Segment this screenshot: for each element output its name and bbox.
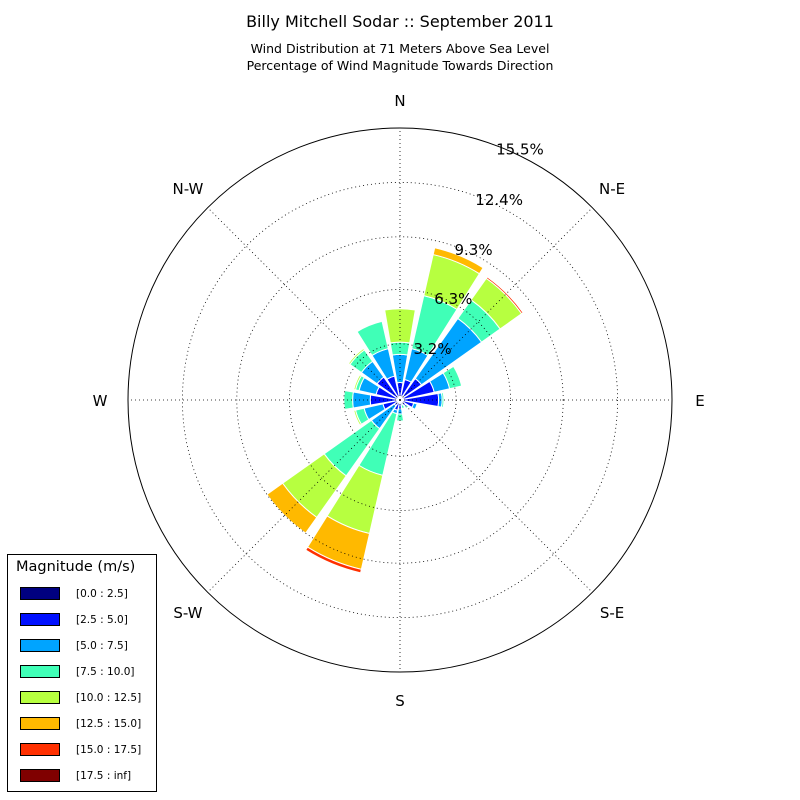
radial-gridline bbox=[181, 181, 619, 619]
sector-3 bbox=[399, 365, 463, 401]
direction-label: N-E bbox=[599, 180, 625, 198]
radial-tick-label: 6.3% bbox=[434, 290, 472, 308]
legend-label: [0.0 : 2.5] bbox=[76, 588, 128, 600]
angular-gridline bbox=[207, 207, 401, 401]
legend-swatch bbox=[20, 639, 60, 652]
legend-label: [5.0 : 7.5] bbox=[76, 640, 128, 652]
legend-swatch bbox=[20, 613, 60, 626]
legend-swatch bbox=[20, 691, 60, 704]
legend-label: [15.0 : 17.5] bbox=[76, 744, 142, 756]
radial-gridline bbox=[236, 236, 564, 564]
chart-subtitle-line-2: Percentage of Wind Magnitude Towards Dir… bbox=[246, 58, 554, 73]
legend-swatch bbox=[20, 717, 60, 730]
bar-segment bbox=[432, 247, 484, 275]
wind-sectors bbox=[266, 247, 524, 574]
direction-label: S-W bbox=[173, 604, 202, 622]
bar-segment bbox=[353, 374, 363, 391]
radial-gridline bbox=[343, 343, 457, 457]
bar-segment bbox=[440, 392, 445, 408]
direction-label: N bbox=[394, 92, 405, 110]
direction-label: S bbox=[395, 692, 405, 710]
bar-segment bbox=[485, 276, 524, 315]
sector-1 bbox=[399, 247, 484, 401]
legend-swatch bbox=[20, 587, 60, 600]
bar-segment bbox=[356, 320, 389, 357]
bar-segment bbox=[384, 308, 416, 344]
chart-subtitle-line-1: Wind Distribution at 71 Meters Above Sea… bbox=[250, 41, 550, 56]
bar-segment bbox=[442, 365, 463, 390]
legend-title: Magnitude (m/s) bbox=[16, 559, 136, 575]
bar-segment bbox=[395, 413, 405, 422]
sector-0 bbox=[384, 308, 416, 401]
legend-label: [10.0 : 12.5] bbox=[76, 692, 142, 704]
sector-15 bbox=[356, 320, 401, 401]
legend-swatch bbox=[20, 665, 60, 678]
sector-4 bbox=[399, 392, 445, 408]
legend-swatch bbox=[20, 743, 60, 756]
legend-label: [17.5 : inf] bbox=[76, 770, 132, 782]
legend-swatch bbox=[20, 769, 60, 782]
radial-tick-label: 9.3% bbox=[455, 241, 493, 259]
angular-gridline bbox=[399, 399, 593, 593]
radial-gridline bbox=[289, 289, 511, 511]
bar-segment bbox=[353, 409, 363, 426]
plot-outer-circle bbox=[127, 127, 673, 673]
legend: Magnitude (m/s) [0.0 : 2.5] [2.5 : 5.0] [5… bbox=[7, 554, 157, 792]
legend-label: [7.5 : 10.0] bbox=[76, 666, 135, 678]
direction-label: E bbox=[695, 392, 704, 410]
legend-label: [2.5 : 5.0] bbox=[76, 614, 128, 626]
direction-label: W bbox=[93, 392, 108, 410]
bar-segment bbox=[404, 404, 410, 410]
radial-tick-label: 15.5% bbox=[496, 141, 544, 159]
radial-tick-label: 3.2% bbox=[414, 340, 452, 358]
sector-9 bbox=[304, 399, 401, 574]
bar-segment bbox=[411, 402, 418, 411]
direction-label: N-W bbox=[172, 180, 203, 198]
legend-label: [12.5 : 15.0] bbox=[76, 718, 142, 730]
direction-label: S-E bbox=[600, 604, 624, 622]
chart-title: Billy Mitchell Sodar :: September 2011 bbox=[246, 12, 554, 31]
bar-segment bbox=[304, 546, 362, 574]
bar-segment bbox=[347, 347, 366, 366]
radial-tick-label: 12.4% bbox=[475, 191, 523, 209]
